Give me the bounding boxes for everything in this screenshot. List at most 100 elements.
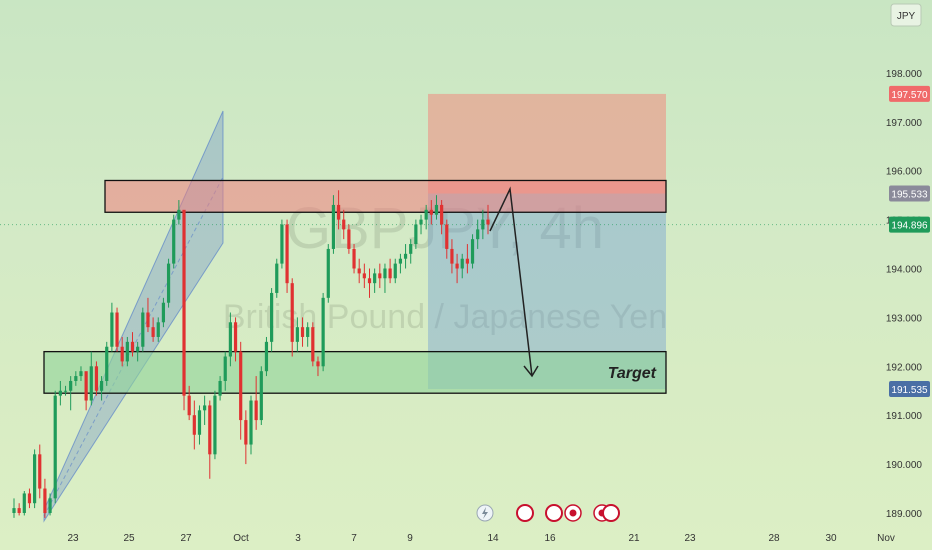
candle-body — [434, 204, 439, 215]
price-badge — [889, 85, 930, 102]
candle-body — [105, 346, 109, 381]
x-tick-label: 27 — [180, 533, 192, 544]
candle-body — [27, 493, 32, 504]
currency-box[interactable] — [890, 3, 922, 27]
candle-body — [136, 346, 140, 352]
y-tick-label: 196.000 — [886, 167, 923, 178]
candle-body — [424, 209, 428, 220]
candle-body — [141, 312, 145, 347]
japan-flag-dot-icon — [569, 509, 577, 517]
candle-body — [342, 219, 346, 230]
price-badge-label: 194.896 — [891, 221, 928, 232]
x-tick-label: Oct — [233, 533, 249, 544]
support-zone[interactable] — [43, 350, 667, 394]
stop-loss-zone[interactable] — [428, 93, 666, 194]
candle-body — [383, 268, 387, 279]
y-axis[interactable]: 189.000 190.000 191.000 192.000 193.000 194.0… — [886, 69, 923, 520]
candle-body — [450, 248, 454, 264]
candle-body — [110, 312, 114, 347]
target-label: Target — [608, 365, 657, 382]
y-tick-label: 197.000 — [886, 118, 923, 129]
price-badge — [889, 381, 930, 398]
candle-body — [38, 454, 42, 489]
x-tick-label: 30 — [825, 533, 837, 544]
candle-body — [84, 371, 88, 401]
candle-body — [295, 327, 299, 342]
x-tick-label: 23 — [67, 533, 79, 544]
candle-body — [48, 498, 52, 513]
y-tick-label: 193.000 — [886, 313, 923, 324]
candle-body — [455, 263, 459, 269]
candle-body — [336, 204, 341, 220]
x-tick-label: 14 — [487, 533, 499, 544]
candle-body — [285, 224, 289, 284]
event-icons — [476, 504, 620, 522]
ascending-channel[interactable] — [43, 110, 224, 523]
candle-body — [120, 346, 124, 362]
price-badge-label: 195.533 — [891, 190, 928, 201]
candle-body — [187, 395, 191, 416]
uk-flag-event-icon[interactable] — [602, 504, 620, 522]
uk-flag-event-icon[interactable] — [516, 504, 534, 522]
x-axis[interactable]: 23 25 27 Oct 3 7 9 14 16 21 23 28 30 Nov — [67, 533, 894, 544]
price-badge — [889, 216, 930, 233]
candle-body — [378, 273, 382, 279]
x-tick-label: 7 — [351, 533, 357, 544]
candle-body — [115, 312, 119, 347]
candle-body — [218, 380, 222, 396]
currency-label: JPY — [897, 11, 916, 22]
candle-body — [373, 273, 377, 284]
candle-body — [156, 322, 160, 337]
candle-body — [58, 390, 62, 396]
candle-body — [367, 278, 372, 284]
candle-body — [275, 263, 279, 293]
candle-body — [69, 380, 73, 391]
candle-body — [223, 356, 227, 381]
candle-body — [347, 229, 351, 249]
candle-body — [429, 209, 433, 215]
candle-body — [22, 493, 26, 513]
candle-body — [481, 219, 485, 230]
candle-body — [161, 302, 166, 323]
candle-body — [316, 361, 320, 367]
candle-body — [74, 376, 78, 381]
price-badge-label: 191.535 — [891, 385, 928, 396]
candle-body — [94, 366, 99, 391]
x-tick-label: 3 — [295, 533, 301, 544]
uk-flag-event-icon[interactable] — [545, 504, 563, 522]
candle-body — [311, 327, 315, 362]
y-tick-label: 189.000 — [886, 509, 923, 520]
candle-body — [151, 327, 155, 337]
candle-body — [352, 248, 356, 269]
price-badges: 197.570 195.533 194.896 191.535 — [889, 85, 930, 398]
candle-body — [146, 312, 150, 328]
candle-body — [270, 292, 274, 342]
candle-body — [470, 239, 475, 264]
y-tick-label: 192.000 — [886, 362, 923, 373]
candle-body — [300, 327, 305, 337]
candle-body — [414, 224, 418, 245]
candle-body — [486, 219, 490, 225]
candle-body — [460, 258, 464, 269]
candle-body — [228, 322, 232, 357]
candle-body — [63, 390, 68, 392]
candle-body — [43, 488, 47, 513]
candle-body — [53, 395, 57, 499]
resistance-zone[interactable] — [104, 179, 667, 213]
price-badge — [889, 185, 930, 202]
candle-body — [182, 209, 186, 396]
candle-body — [321, 297, 325, 367]
candle-body — [331, 204, 336, 249]
candle-body — [177, 209, 181, 220]
candle-body — [476, 229, 480, 240]
candle-body — [125, 341, 129, 362]
candle-body — [398, 258, 403, 264]
x-tick-label: Nov — [877, 533, 895, 544]
candle-body — [99, 380, 104, 391]
candle-body — [254, 400, 258, 421]
candle-body — [326, 248, 330, 298]
candle-body — [203, 405, 207, 411]
candle-body — [409, 244, 413, 254]
candle-body — [130, 341, 135, 352]
candle-body — [393, 263, 397, 279]
